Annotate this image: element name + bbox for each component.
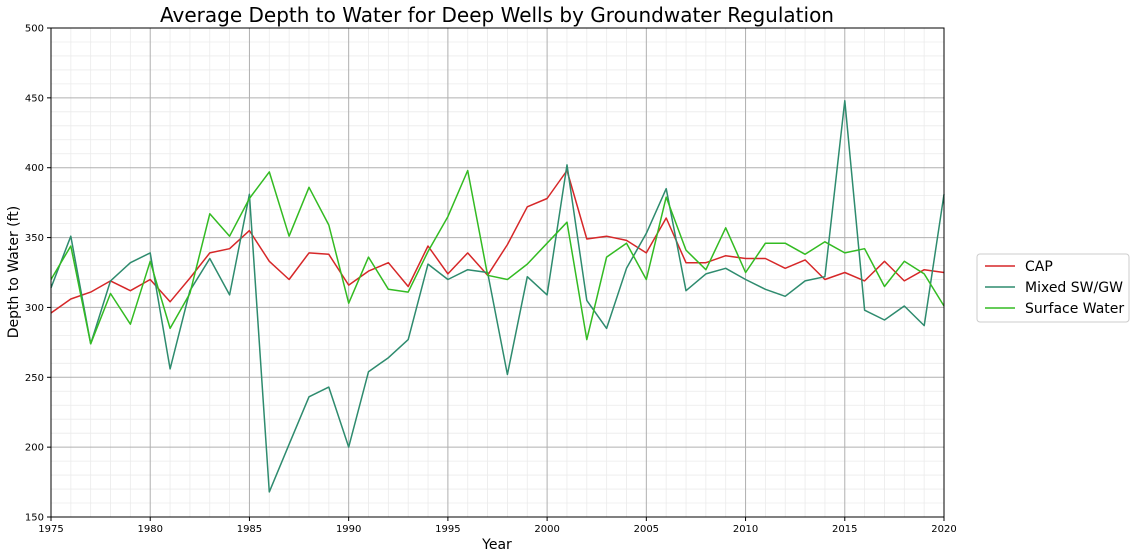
x-tick-label: 1985 [237, 524, 262, 535]
x-axis-label: Year [481, 537, 512, 553]
chart-title: Average Depth to Water for Deep Wells by… [160, 3, 834, 27]
y-tick-label: 150 [25, 513, 44, 524]
legend-label-surface-water: Surface Water [1025, 301, 1124, 317]
legend: CAP Mixed SW/GW Surface Water [976, 253, 1130, 323]
series-line-surface-water [50, 169, 945, 345]
y-axis-label: Depth to Water (ft) [6, 206, 22, 339]
y-tick-label: 450 [25, 93, 44, 104]
legend-label-cap: CAP [1025, 259, 1053, 275]
major-grid [50, 27, 945, 518]
axis-ticks [47, 27, 945, 521]
x-tick-label: 2015 [832, 524, 857, 535]
x-tick-label: 2000 [534, 524, 559, 535]
x-tick-label: 1980 [137, 524, 162, 535]
plot-frame [50, 27, 945, 518]
x-tick-label: 2010 [733, 524, 758, 535]
y-tick-label: 300 [25, 303, 44, 314]
x-tick-label: 1995 [435, 524, 460, 535]
series-layer [50, 99, 945, 493]
axis-tick-labels: 1975 1980 1985 1990 1995 2000 2005 2010 2015 2020… [25, 24, 957, 536]
x-tick-label: 1975 [38, 524, 63, 535]
y-tick-label: 500 [25, 24, 44, 35]
series-line-cap [50, 169, 945, 314]
y-tick-label: 350 [25, 233, 44, 244]
y-tick-label: 400 [25, 163, 44, 174]
y-tick-label: 200 [25, 443, 44, 454]
series-line-mixed-sw-gw [50, 99, 945, 493]
legend-label-mixed-sw-gw: Mixed SW/GW [1025, 280, 1123, 296]
y-tick-label: 250 [25, 373, 44, 384]
x-tick-label: 2005 [634, 524, 659, 535]
x-tick-label: 2020 [931, 524, 956, 535]
x-tick-label: 1990 [336, 524, 361, 535]
minor-grid [51, 28, 944, 517]
legend-box [976, 253, 1130, 323]
